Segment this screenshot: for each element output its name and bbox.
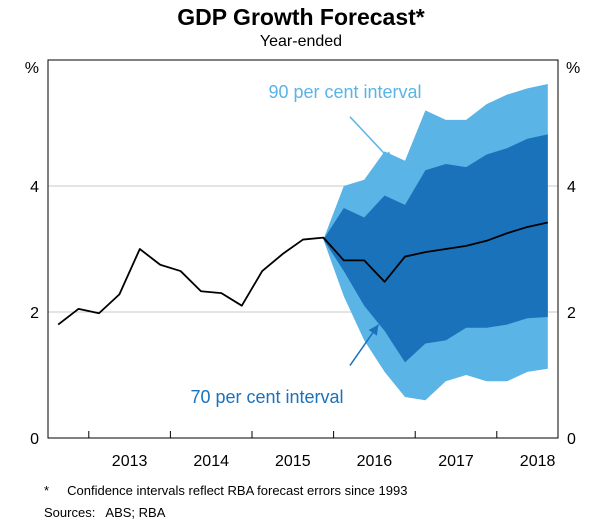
- footnote-confidence: * Confidence intervals reflect RBA forec…: [44, 483, 408, 498]
- footnote-sources: Sources: ABS; RBA: [44, 505, 166, 520]
- annotation-arrow-line: [349, 116, 393, 163]
- x-tick-label: 2016: [357, 453, 393, 470]
- gdp-series-line: [57, 221, 548, 326]
- y-tick-label-left: 2: [30, 305, 39, 322]
- y-tick-label-left: 4: [30, 179, 39, 196]
- x-tick-label: 2014: [193, 453, 229, 470]
- gdp-forecast-chart: 0 0 2 2 4 4% % 2013 2014 2015 2016 2017 2018 90 per c…: [25, 59, 580, 470]
- interval-70-band: [323, 134, 548, 363]
- annotation-70-label: 70 per cent interval: [190, 387, 343, 407]
- y-tick-label-right: 2: [567, 305, 576, 322]
- x-tick-label: 2017: [438, 453, 474, 470]
- chart-title: GDP Growth Forecast*: [177, 4, 425, 30]
- annotation-arrow-head: [381, 151, 393, 163]
- chart-subtitle: Year-ended: [259, 33, 343, 50]
- plot-frame: [47, 59, 559, 439]
- x-tick-label: 2015: [275, 453, 311, 470]
- y-axis-unit-right: %: [566, 60, 580, 77]
- x-tick-label: 2013: [112, 453, 148, 470]
- y-tick-label-right: 4: [567, 179, 576, 196]
- y-tick-label-right: 0: [567, 431, 576, 448]
- y-tick-label-left: 0: [30, 431, 39, 448]
- annotation-90-label: 90 per cent interval: [268, 82, 421, 102]
- x-tick-label: 2018: [520, 453, 556, 470]
- annotation-arrow-head: [368, 324, 379, 336]
- y-axis-unit-left: %: [25, 60, 39, 77]
